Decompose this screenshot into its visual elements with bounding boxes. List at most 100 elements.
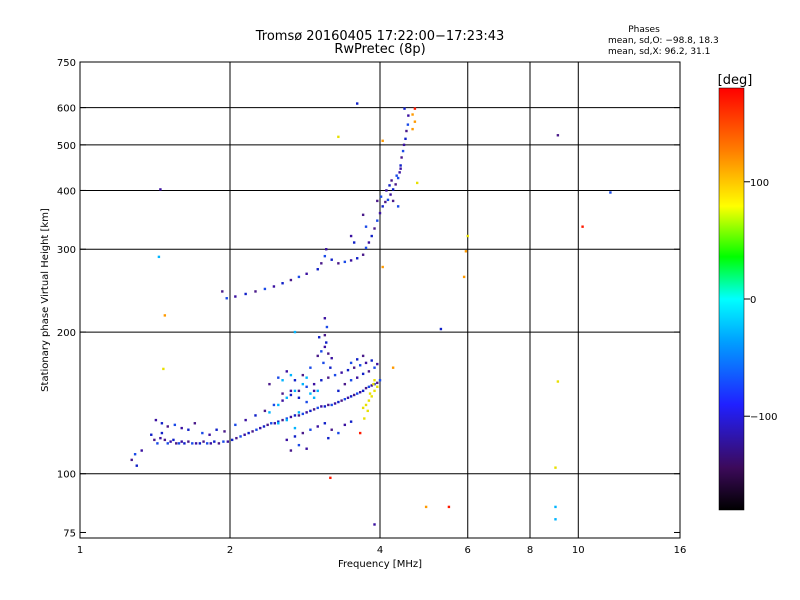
data-point <box>376 219 379 222</box>
data-point <box>327 352 330 355</box>
data-point <box>352 366 356 369</box>
data-point <box>266 423 269 427</box>
data-point <box>367 399 371 402</box>
data-point <box>301 412 305 416</box>
data-point <box>367 385 371 389</box>
data-point <box>355 257 359 260</box>
y-tick-label: 300 <box>57 245 76 256</box>
data-point <box>373 389 376 393</box>
data-point <box>355 358 359 361</box>
data-point <box>293 330 297 334</box>
data-point <box>244 418 247 422</box>
data-point <box>297 411 301 414</box>
y-tick-label: 100 <box>57 470 76 481</box>
data-point <box>373 227 376 230</box>
data-point <box>154 418 158 422</box>
data-point <box>385 189 388 192</box>
data-point <box>390 179 393 182</box>
data-point <box>272 285 276 288</box>
y-tick-label: 600 <box>57 104 76 115</box>
data-point <box>320 262 323 265</box>
data-point <box>322 361 325 365</box>
data-point <box>209 442 212 445</box>
data-point <box>312 382 316 386</box>
y-tick-label: 400 <box>57 186 76 197</box>
data-point <box>343 382 347 386</box>
data-point <box>312 408 316 411</box>
data-point <box>305 272 308 275</box>
data-point <box>289 373 293 377</box>
data-point <box>466 234 469 238</box>
data-point <box>361 253 365 256</box>
data-point <box>330 403 333 407</box>
data-point <box>172 438 175 442</box>
data-point <box>323 405 327 408</box>
data-point <box>221 290 224 293</box>
data-point <box>277 403 280 407</box>
data-point <box>325 248 328 251</box>
data-point <box>277 422 280 425</box>
x-tick-label: 1 <box>77 545 83 556</box>
data-point <box>285 438 288 442</box>
data-point <box>399 164 402 167</box>
data-point <box>376 385 379 389</box>
data-point <box>346 396 350 399</box>
data-point <box>187 428 190 431</box>
data-point <box>376 199 379 203</box>
data-point <box>404 137 407 141</box>
data-point <box>205 442 209 445</box>
data-point <box>309 366 312 369</box>
data-point <box>554 518 557 521</box>
data-point <box>213 440 216 443</box>
data-point <box>320 379 323 382</box>
data-point <box>293 435 297 438</box>
data-point <box>373 379 376 382</box>
data-point <box>378 379 382 382</box>
data-point <box>379 195 383 198</box>
data-point <box>323 345 327 349</box>
x-tick-label: 10 <box>572 545 585 556</box>
data-point <box>349 420 353 423</box>
data-point <box>159 188 162 191</box>
data-point <box>166 425 169 428</box>
data-point <box>340 371 343 374</box>
data-point <box>226 440 230 443</box>
data-point <box>364 225 368 228</box>
data-point <box>411 127 414 131</box>
data-point <box>173 423 177 427</box>
x-axis: 1 2 4 6 8 10 16 <box>77 545 687 556</box>
data-point <box>309 409 312 413</box>
data-point <box>297 396 301 399</box>
data-point <box>163 314 167 317</box>
data-point <box>413 107 417 110</box>
colorbar-tick-label: 100 <box>750 178 769 189</box>
stats-line-x: mean, sd,X: 96.2, 31.1 <box>608 47 710 57</box>
data-point <box>289 389 293 393</box>
data-point <box>376 362 379 366</box>
data-point <box>329 476 332 480</box>
data-point <box>316 389 319 393</box>
data-point <box>327 376 330 379</box>
data-point <box>309 428 312 431</box>
data-point <box>386 198 390 202</box>
data-point <box>194 442 198 445</box>
data-point <box>373 366 376 369</box>
data-point <box>363 417 366 420</box>
data-point <box>289 449 293 452</box>
data-point <box>153 438 156 442</box>
data-point <box>160 422 164 425</box>
data-point <box>262 425 266 428</box>
data-point <box>349 379 353 382</box>
data-point <box>263 287 267 291</box>
data-point <box>381 205 384 208</box>
y-axis: 75 100 200 300 400 500 600 750 <box>57 58 680 539</box>
data-point <box>135 464 138 467</box>
data-point <box>305 385 308 389</box>
data-point <box>376 381 379 385</box>
data-point <box>263 409 267 413</box>
data-point <box>133 453 137 456</box>
data-point <box>297 389 301 393</box>
data-point <box>254 414 257 417</box>
data-point <box>370 395 373 398</box>
data-point <box>130 458 133 462</box>
